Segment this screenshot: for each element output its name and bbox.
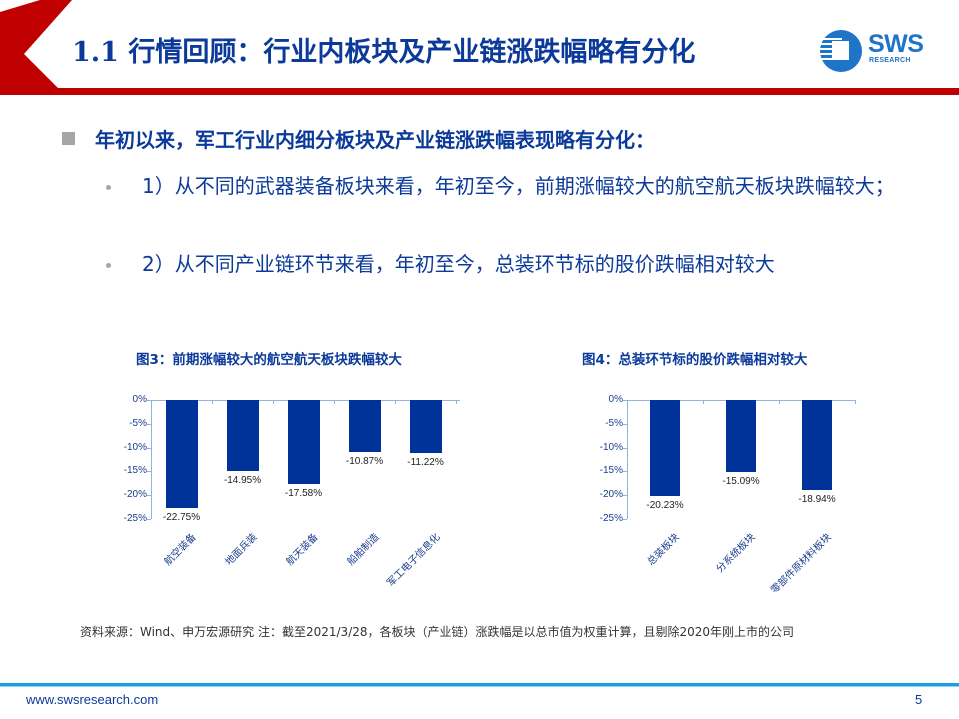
- x-tick-mark: [212, 400, 213, 404]
- x-category-label: 航天装备: [284, 531, 321, 568]
- bar: [287, 400, 320, 484]
- chart3-title: 图3：前期涨幅较大的航空航天板块跌幅较大: [136, 352, 402, 368]
- value-label: -11.22%: [407, 457, 444, 469]
- bar: [348, 400, 381, 452]
- bar: [726, 400, 756, 472]
- x-category-label: 军工电子信息化: [384, 531, 443, 590]
- y-tick-label: -15%: [123, 465, 147, 477]
- y-tick-label: -20%: [123, 489, 147, 501]
- y-tick-mark: [147, 423, 151, 425]
- y-tick-mark: [623, 471, 627, 473]
- sub-bullet-text: 1）从不同的武器装备板块来看，年初至今，前期涨幅较大的航空航天板块跌幅较大；: [142, 174, 895, 198]
- y-tick-label: -25%: [599, 513, 623, 524]
- footer-divider-light: [0, 686, 959, 687]
- bar: [165, 400, 198, 509]
- x-category-label: 船舶制造: [345, 531, 382, 568]
- y-axis: [151, 400, 152, 519]
- x-tick-mark: [395, 400, 396, 404]
- x-tick-mark: [855, 400, 856, 404]
- y-tick-label: 0%: [132, 394, 147, 405]
- source-note: 资料来源：Wind、申万宏源研究 注：截至2021/3/28，各板块（产业链）涨…: [80, 625, 795, 639]
- y-tick-label: -5%: [605, 417, 623, 429]
- main-bullet-text: 年初以来，军工行业内细分板块及产业链涨跌幅表现略有分化：: [95, 128, 655, 152]
- bar: [802, 400, 832, 491]
- footer-divider: [0, 683, 959, 686]
- value-label: -20.23%: [646, 500, 684, 512]
- chart4-title: 图4：总装环节标的股价跌幅相对较大: [582, 352, 808, 368]
- y-tick-mark: [147, 447, 151, 449]
- header-chevron-decoration: [0, 0, 959, 95]
- y-tick-mark: [147, 400, 151, 401]
- logo-subtitle: RESEARCH: [869, 57, 911, 64]
- y-tick-mark: [147, 519, 151, 520]
- x-category-label: 总装板块: [645, 531, 682, 568]
- x-category-label: 地面兵装: [223, 531, 260, 568]
- y-tick-label: -20%: [599, 489, 623, 501]
- y-tick-mark: [623, 495, 627, 497]
- sws-logo: SWS RESEARCH: [818, 28, 943, 76]
- y-tick-mark: [623, 447, 627, 449]
- sub-bullet-text: 2）从不同产业链环节来看，年初至今，总装环节标的股价跌幅相对较大: [142, 252, 775, 276]
- sub-bullet-2: 2）从不同产业链环节来看，年初至今，总装环节标的股价跌幅相对较大: [106, 250, 922, 278]
- y-tick-label: 0%: [608, 394, 623, 405]
- page-number: 5: [915, 692, 923, 707]
- x-category-label: 航空装备: [162, 531, 199, 568]
- bar: [409, 400, 442, 454]
- y-tick-label: -5%: [129, 417, 147, 429]
- dot-bullet-icon: [106, 263, 111, 268]
- bar: [650, 400, 680, 497]
- x-tick-mark: [273, 400, 274, 404]
- y-tick-mark: [623, 400, 627, 401]
- y-tick-label: -10%: [123, 441, 147, 453]
- bar: [226, 400, 259, 472]
- square-bullet-icon: [62, 132, 75, 145]
- value-label: -14.95%: [223, 475, 262, 487]
- y-tick-mark: [623, 423, 627, 425]
- sws-logo-icon: [820, 30, 862, 72]
- y-tick-label: -25%: [123, 513, 147, 524]
- value-label: -22.75%: [162, 512, 201, 524]
- x-tick-mark: [703, 400, 704, 404]
- x-tick-mark: [456, 400, 457, 404]
- sub-bullet-1: 1）从不同的武器装备板块来看，年初至今，前期涨幅较大的航空航天板块跌幅较大；: [106, 172, 922, 200]
- y-axis: [627, 400, 628, 519]
- page-title: 1.1 行情回顾：行业内板块及产业链涨跌幅略有分化: [72, 37, 696, 68]
- x-tick-mark: [779, 400, 780, 404]
- value-label: -18.94%: [798, 494, 836, 506]
- main-bullet: 年初以来，军工行业内细分板块及产业链涨跌幅表现略有分化：: [62, 124, 655, 153]
- y-tick-mark: [623, 519, 627, 520]
- y-tick-label: -10%: [599, 441, 623, 453]
- y-tick-mark: [147, 495, 151, 497]
- y-tick-mark: [147, 471, 151, 473]
- value-label: -10.87%: [345, 455, 384, 467]
- y-tick-label: -15%: [599, 465, 623, 477]
- logo-name: SWS: [868, 30, 924, 58]
- x-tick-mark: [334, 400, 335, 404]
- dot-bullet-icon: [106, 185, 111, 190]
- value-label: -15.09%: [722, 475, 760, 487]
- x-category-label: 分系统板块: [714, 531, 758, 575]
- footer-url[interactable]: www.swsresearch.com: [26, 692, 159, 707]
- value-label: -17.58%: [284, 487, 323, 499]
- x-category-label: 零部件原材料板块: [769, 531, 834, 597]
